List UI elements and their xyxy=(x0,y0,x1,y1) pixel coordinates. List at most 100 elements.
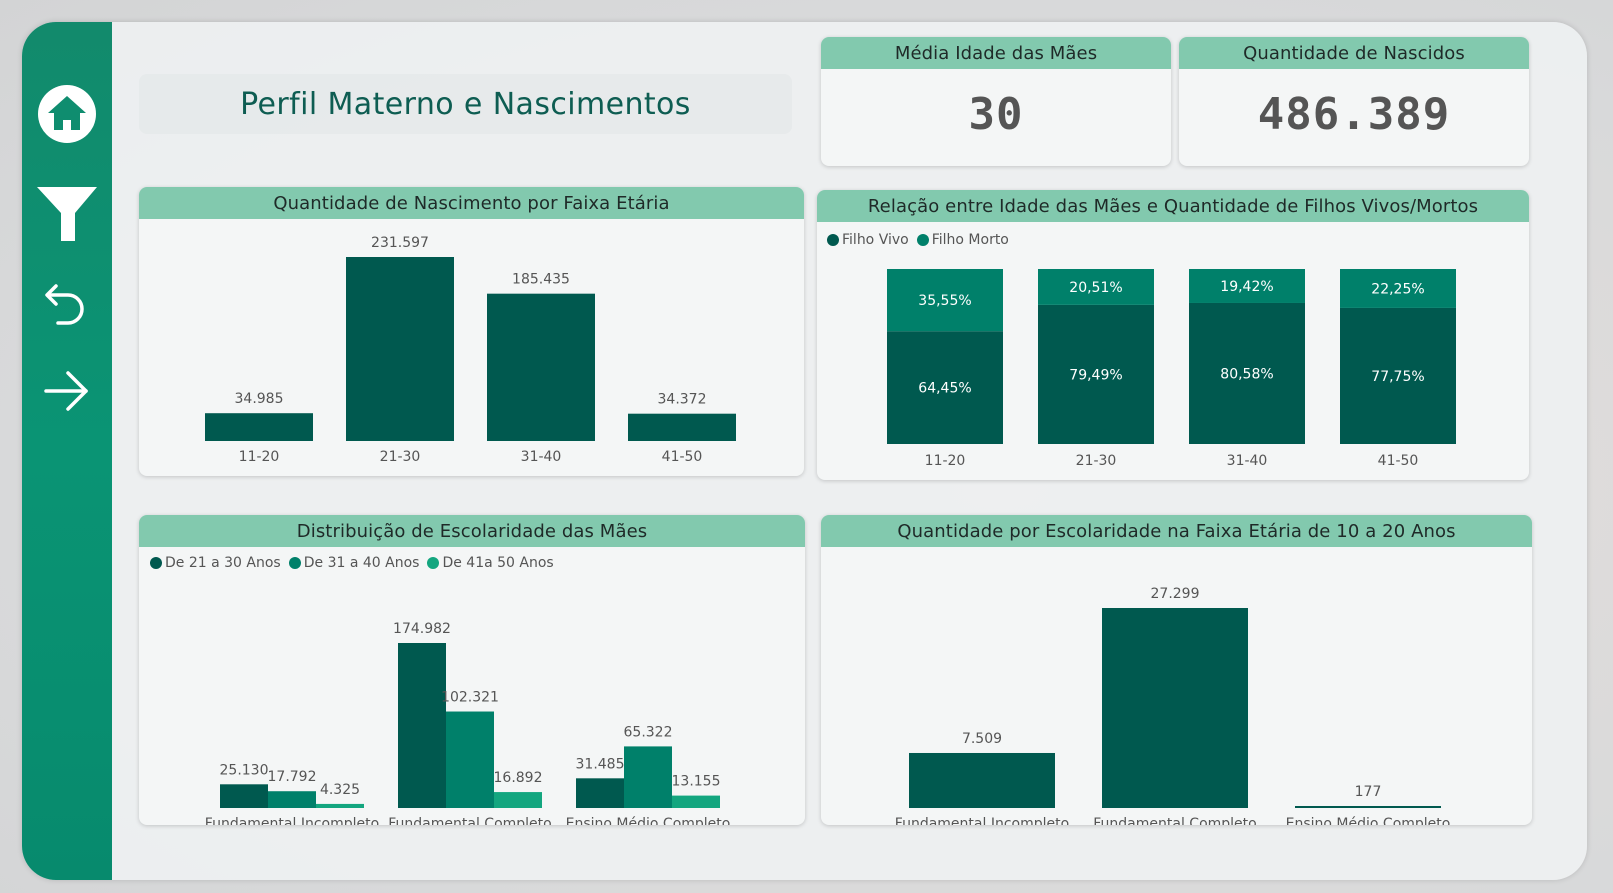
bar xyxy=(909,752,1055,808)
bar xyxy=(628,413,736,441)
tick-label: 11-20 xyxy=(925,453,966,469)
legend-label: Filho Vivo xyxy=(842,232,909,248)
bar xyxy=(1102,608,1248,808)
legend-item[interactable]: De 41a 50 Anos xyxy=(427,555,554,571)
legend-dot xyxy=(916,234,929,246)
data-label: 34.372 xyxy=(658,392,707,408)
bar-segment xyxy=(1038,269,1154,305)
data-label: 185.435 xyxy=(512,272,570,288)
kpi-value: 30 xyxy=(968,89,1024,140)
legend-item[interactable]: Filho Morto xyxy=(916,232,1009,248)
data-label: 34.985 xyxy=(235,391,284,407)
legend-item[interactable]: Filho Vivo xyxy=(827,232,909,248)
data-label: 25.130 xyxy=(220,762,269,778)
chart-births-by-age: Quantidade de Nascimento por Faixa Etári… xyxy=(139,187,804,476)
kpi-card-avg-age: Média Idade das Mães 30 xyxy=(821,37,1171,166)
data-label: 17.792 xyxy=(268,769,317,785)
data-label: 20,51% xyxy=(1069,280,1122,296)
data-label: 7.509 xyxy=(962,731,1002,747)
kpi-label: Quantidade de Nascidos xyxy=(1179,37,1529,69)
bar xyxy=(576,778,624,808)
data-label: 27.299 xyxy=(1151,586,1200,602)
chart-title: Relação entre Idade das Mães e Quantidad… xyxy=(817,190,1529,222)
chart-title: Distribuição de Escolaridade das Mães xyxy=(139,515,805,547)
bar xyxy=(316,803,364,808)
chart-title: Quantidade de Nascimento por Faixa Etári… xyxy=(139,187,804,219)
chart-title: Quantidade por Escolaridade na Faixa Etá… xyxy=(821,515,1532,547)
bar-segment xyxy=(1189,302,1305,444)
chart-svg: 64,45% 35,55% 11-20 79,49% 20,51% 21-30 80,58%… xyxy=(887,269,1456,469)
data-label: 35,55% xyxy=(918,293,971,309)
chart-svg: 7.509 Fundamental Incompleto 27.299 Fundame… xyxy=(895,586,1451,825)
home-icon[interactable] xyxy=(22,84,112,144)
undo-arrow-icon[interactable] xyxy=(22,280,112,330)
data-label: 80,58% xyxy=(1220,366,1273,382)
bar-segment xyxy=(887,269,1003,332)
data-label: 77,75% xyxy=(1371,369,1424,385)
data-label: 79,49% xyxy=(1069,367,1122,383)
data-label: 65.322 xyxy=(624,724,673,740)
bar-segment xyxy=(1189,269,1305,303)
tick-label: Fundamental Incompleto xyxy=(205,816,379,825)
tick-label: 41-50 xyxy=(662,449,703,465)
tick-label: Fundamental Completo xyxy=(1093,816,1256,825)
data-label: 177 xyxy=(1355,784,1382,800)
page-title: Perfil Materno e Nascimentos xyxy=(139,74,792,134)
tick-label: 11-20 xyxy=(239,449,280,465)
right-arrow-icon[interactable] xyxy=(22,368,112,414)
tick-label: 31-40 xyxy=(1227,453,1268,469)
filter-icon[interactable] xyxy=(22,185,112,243)
chart-legend: De 21 a 30 Anos De 31 a 40 Anos De 41a 5… xyxy=(150,555,554,571)
tick-label: Ensino Médio Completo xyxy=(1286,816,1451,825)
kpi-label: Média Idade das Mães xyxy=(821,37,1171,69)
data-label: 16.892 xyxy=(494,770,543,786)
data-label: 19,42% xyxy=(1220,279,1273,295)
legend-dot xyxy=(288,557,301,569)
tick-label: 41-50 xyxy=(1378,453,1419,469)
chart-svg: 34.985 11-20 231.597 21-30 185.435 31-40 34.37… xyxy=(205,235,736,465)
bar-segment xyxy=(1038,304,1154,444)
data-label: 4.325 xyxy=(320,782,360,798)
legend-label: De 41a 50 Anos xyxy=(442,555,554,571)
sidebar xyxy=(22,22,112,880)
kpi-card-births: Quantidade de Nascidos 486.389 xyxy=(1179,37,1529,166)
bar xyxy=(487,293,595,441)
tick-label: 21-30 xyxy=(1076,453,1117,469)
tick-label: 21-30 xyxy=(380,449,421,465)
bar xyxy=(205,413,313,441)
tick-label: Fundamental Completo xyxy=(388,816,551,825)
chart-legend: Filho Vivo Filho Morto xyxy=(827,232,1009,248)
bar-segment xyxy=(1340,307,1456,444)
data-label: 231.597 xyxy=(371,235,429,251)
data-label: 13.155 xyxy=(672,774,721,790)
data-label: 31.485 xyxy=(576,756,625,772)
bar xyxy=(1295,806,1441,808)
legend-dot xyxy=(427,557,440,569)
legend-dot xyxy=(827,234,839,246)
legend-label: Filho Morto xyxy=(931,232,1009,248)
legend-item[interactable]: De 31 a 40 Anos xyxy=(288,555,420,571)
dashboard-frame: Perfil Materno e Nascimentos Média Idade… xyxy=(22,22,1587,880)
data-label: 22,25% xyxy=(1371,281,1424,297)
tick-label: Fundamental Incompleto xyxy=(895,816,1069,825)
data-label: 174.982 xyxy=(393,621,451,637)
bar xyxy=(672,795,720,808)
bar xyxy=(346,257,454,441)
bar xyxy=(624,746,672,808)
bar-segment xyxy=(1340,269,1456,308)
chart-education-10-20: Quantidade por Escolaridade na Faixa Etá… xyxy=(821,515,1532,825)
kpi-value: 486.389 xyxy=(1257,89,1451,140)
legend-label: De 21 a 30 Anos xyxy=(165,555,281,571)
data-label: 102.321 xyxy=(441,690,499,706)
bar xyxy=(220,784,268,808)
tick-label: Ensino Médio Completo xyxy=(566,816,731,825)
bar xyxy=(268,791,316,808)
legend-label: De 31 a 40 Anos xyxy=(303,555,420,571)
bar xyxy=(494,792,542,808)
bar-segment xyxy=(887,331,1003,444)
data-label: 64,45% xyxy=(918,381,971,397)
chart-education-distribution: Distribuição de Escolaridade das Mães De… xyxy=(139,515,805,825)
legend-item[interactable]: De 21 a 30 Anos xyxy=(150,555,281,571)
tick-label: 31-40 xyxy=(521,449,562,465)
